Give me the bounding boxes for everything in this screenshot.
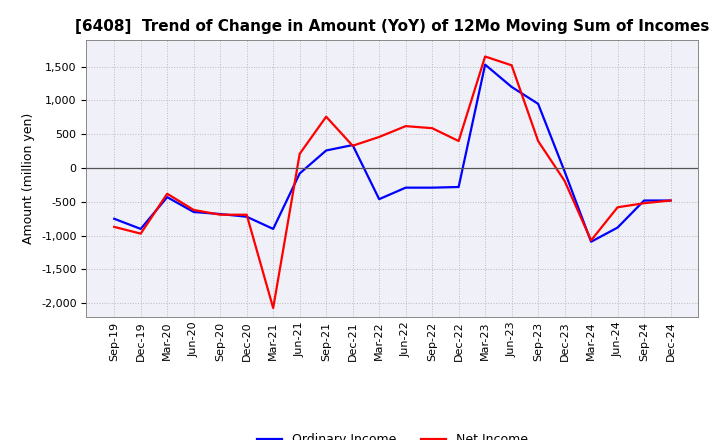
Ordinary Income	[348, 143, 357, 148]
Ordinary Income	[322, 148, 330, 153]
Ordinary Income	[560, 169, 569, 174]
Net Income	[243, 212, 251, 217]
Net Income	[375, 134, 384, 139]
Ordinary Income	[375, 197, 384, 202]
Net Income	[189, 207, 198, 213]
Ordinary Income	[534, 101, 542, 106]
Net Income	[454, 138, 463, 143]
Ordinary Income	[613, 225, 622, 230]
Net Income	[163, 191, 171, 196]
Ordinary Income	[401, 185, 410, 191]
Ordinary Income	[508, 84, 516, 90]
Legend: Ordinary Income, Net Income: Ordinary Income, Net Income	[252, 429, 533, 440]
Net Income	[348, 143, 357, 148]
Net Income	[613, 205, 622, 210]
Ordinary Income	[110, 216, 119, 221]
Net Income	[508, 62, 516, 68]
Ordinary Income	[216, 211, 225, 216]
Net Income	[640, 201, 649, 206]
Net Income	[587, 238, 595, 243]
Ordinary Income	[666, 198, 675, 203]
Ordinary Income	[640, 198, 649, 203]
Ordinary Income	[481, 62, 490, 67]
Net Income	[560, 178, 569, 183]
Ordinary Income	[428, 185, 436, 191]
Net Income	[322, 114, 330, 119]
Net Income	[666, 198, 675, 203]
Net Income	[136, 231, 145, 236]
Line: Ordinary Income: Ordinary Income	[114, 65, 670, 242]
Ordinary Income	[587, 239, 595, 244]
Ordinary Income	[454, 184, 463, 190]
Ordinary Income	[269, 226, 277, 231]
Net Income	[110, 224, 119, 230]
Title: [6408]  Trend of Change in Amount (YoY) of 12Mo Moving Sum of Incomes: [6408] Trend of Change in Amount (YoY) o…	[75, 19, 710, 34]
Net Income	[216, 212, 225, 217]
Net Income	[428, 125, 436, 131]
Ordinary Income	[136, 226, 145, 231]
Line: Net Income: Net Income	[114, 56, 670, 308]
Net Income	[534, 138, 542, 143]
Net Income	[295, 151, 304, 157]
Y-axis label: Amount (million yen): Amount (million yen)	[22, 113, 35, 244]
Ordinary Income	[163, 194, 171, 200]
Ordinary Income	[295, 171, 304, 176]
Ordinary Income	[243, 214, 251, 220]
Net Income	[401, 124, 410, 129]
Net Income	[481, 54, 490, 59]
Net Income	[269, 305, 277, 311]
Ordinary Income	[189, 209, 198, 215]
